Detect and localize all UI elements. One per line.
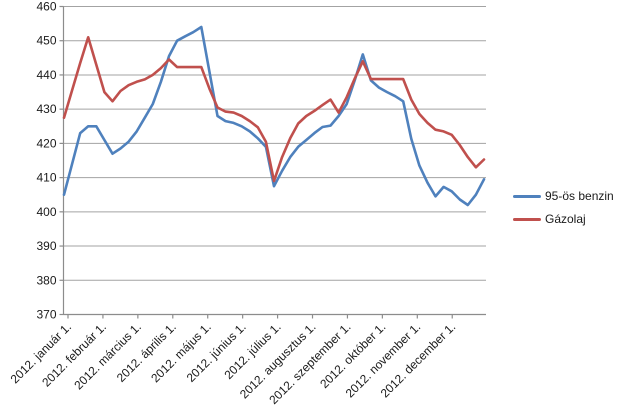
y-tick-label: 420 bbox=[36, 136, 56, 150]
y-tick-label: 410 bbox=[36, 171, 56, 185]
benzin-line-swatch bbox=[513, 194, 541, 198]
y-tick-label: 380 bbox=[36, 273, 56, 287]
chart-legend: 95-ös benzin Gázolaj bbox=[513, 188, 614, 234]
legend-label-benzin: 95-ös benzin bbox=[545, 189, 614, 203]
y-tick-label: 390 bbox=[36, 239, 56, 253]
y-tick-label: 370 bbox=[36, 308, 56, 322]
gazolaj-line-swatch bbox=[513, 217, 541, 221]
y-tick-label: 450 bbox=[36, 34, 56, 48]
y-tick-label: 400 bbox=[36, 205, 56, 219]
x-tick-label: 2012. január 1. bbox=[8, 320, 75, 387]
series-line-95-s-benzin bbox=[62, 25, 486, 207]
legend-item-benzin: 95-ös benzin bbox=[513, 188, 614, 204]
series-line-g-zolaj bbox=[62, 35, 486, 183]
y-tick-label: 460 bbox=[36, 0, 56, 14]
legend-label-gazolaj: Gázolaj bbox=[545, 212, 586, 226]
y-tick-label: 440 bbox=[36, 68, 56, 82]
y-tick-label: 430 bbox=[36, 102, 56, 116]
legend-item-gazolaj: Gázolaj bbox=[513, 211, 614, 227]
